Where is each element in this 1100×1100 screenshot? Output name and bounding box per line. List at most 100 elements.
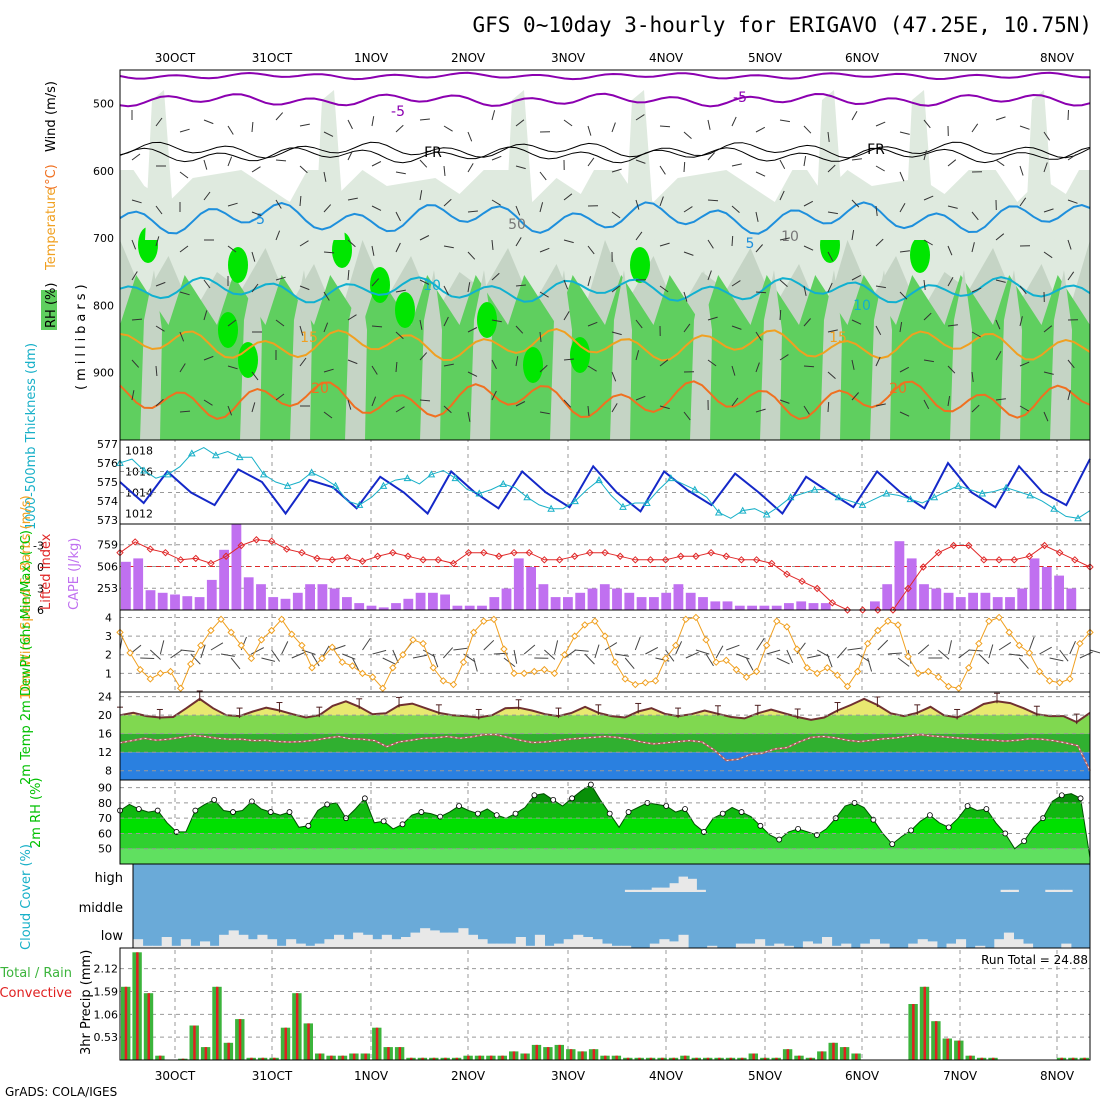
cloud-low-box (812, 943, 823, 948)
cape-bar (317, 584, 328, 610)
cloud-low-box (956, 939, 967, 948)
wind-barb (899, 171, 905, 182)
temp-tick: 16 (98, 728, 112, 741)
li-marker (161, 548, 170, 557)
rh-marker (154, 807, 161, 814)
wind-speed-marker (944, 682, 953, 691)
wind-barb (131, 390, 135, 401)
li-axis-label: Lifted Index (39, 533, 54, 610)
wind-barb (443, 245, 454, 249)
wind-barb (323, 411, 333, 419)
rh-marker (757, 822, 764, 829)
precip-conv-bar (501, 1055, 504, 1060)
temp-tick: 24 (98, 691, 112, 704)
wind-barb (755, 408, 766, 413)
cloud-low-box (774, 943, 785, 948)
cloud-low-box (142, 945, 153, 948)
wind-barb (539, 331, 542, 342)
wind-barb (371, 278, 380, 287)
thickness-line (119, 447, 1091, 519)
wind-barb (899, 131, 910, 135)
wind-barb (635, 159, 646, 164)
surface-wind-barb (251, 647, 265, 655)
li-marker (540, 556, 549, 564)
thickness-marker (1026, 491, 1034, 499)
bottom-date-label: 5NOV (748, 1069, 783, 1083)
wind-speed-marker (722, 656, 730, 665)
thickness-marker (762, 510, 771, 518)
wind-speed-marker (773, 617, 781, 625)
wind-speed-marker (874, 626, 882, 635)
surface-wind-barb (1018, 657, 1029, 669)
thickness-marker (1002, 483, 1011, 491)
wind-barb (659, 285, 669, 293)
wind-barb (995, 319, 1001, 330)
wind-speed-marker (965, 664, 973, 672)
surface-wind-barb (513, 649, 518, 664)
li-marker (722, 552, 730, 560)
li-marker (798, 577, 806, 586)
surface-wind-barb (897, 657, 910, 667)
thickness-marker (355, 500, 364, 508)
rh-plume (420, 270, 442, 440)
thickness-marker (810, 485, 819, 493)
wind-barb (419, 319, 423, 330)
wind-barb (1043, 131, 1051, 141)
rh-marker (738, 809, 745, 815)
li-marker (768, 559, 776, 568)
cloud-low-box (927, 941, 938, 948)
thickness-marker (619, 502, 627, 510)
wind-speed-marker (742, 673, 751, 681)
surface-wind-barb (220, 653, 235, 657)
wind-barb (323, 291, 330, 301)
li-marker (965, 541, 973, 550)
cloud-low-box (190, 945, 201, 948)
wind-speed-marker (490, 615, 498, 624)
rh-plume (610, 270, 632, 440)
surface-wind-barb (685, 651, 699, 659)
cloud-low-box (247, 939, 258, 948)
wind-speed-marker (752, 667, 761, 676)
cloud-low-box (487, 943, 498, 948)
temp-contour-20 (119, 380, 1091, 421)
surface-wind-barb (159, 640, 165, 655)
wind-barb (731, 116, 737, 127)
cape-bar (1041, 567, 1052, 610)
rh-marker (945, 824, 952, 831)
cape-bar (133, 558, 144, 610)
wind-barb (971, 242, 975, 253)
thickness-marker (451, 474, 460, 482)
wind-barb (443, 165, 446, 176)
cloud-high-box (669, 883, 679, 892)
wind-barb (299, 240, 309, 247)
wind-barb (203, 355, 214, 361)
wind-barb (923, 150, 927, 161)
wind-barb (875, 403, 886, 407)
wind-barb (539, 364, 548, 373)
dewpt-dots (119, 734, 1091, 771)
wind-speed-marker (954, 684, 963, 692)
precip-conv-bar (581, 1051, 584, 1060)
surface-wind-barb (422, 649, 436, 658)
surface-wind-barb (756, 638, 765, 651)
cape-bar (599, 584, 610, 610)
wind-barb (971, 371, 974, 382)
pressure-tick-label: 700 (93, 232, 114, 245)
wind-barb (827, 329, 838, 333)
surface-wind-barb (604, 642, 618, 651)
li-marker (510, 548, 518, 557)
cloud-low-box (372, 939, 383, 948)
surface-wind-barb (574, 649, 589, 652)
cloud-high-box (678, 876, 688, 892)
surface-wind-barb (311, 653, 320, 667)
surface-wind-barb (736, 653, 750, 660)
li-line (119, 539, 1091, 611)
wind-barb (563, 358, 574, 361)
wind-speed-marker (934, 673, 943, 681)
li-marker (252, 536, 261, 544)
surface-wind-barb (432, 653, 439, 668)
cloud-low-box (458, 928, 469, 948)
cloud-low-box (831, 945, 842, 948)
wind-barb (131, 199, 142, 204)
